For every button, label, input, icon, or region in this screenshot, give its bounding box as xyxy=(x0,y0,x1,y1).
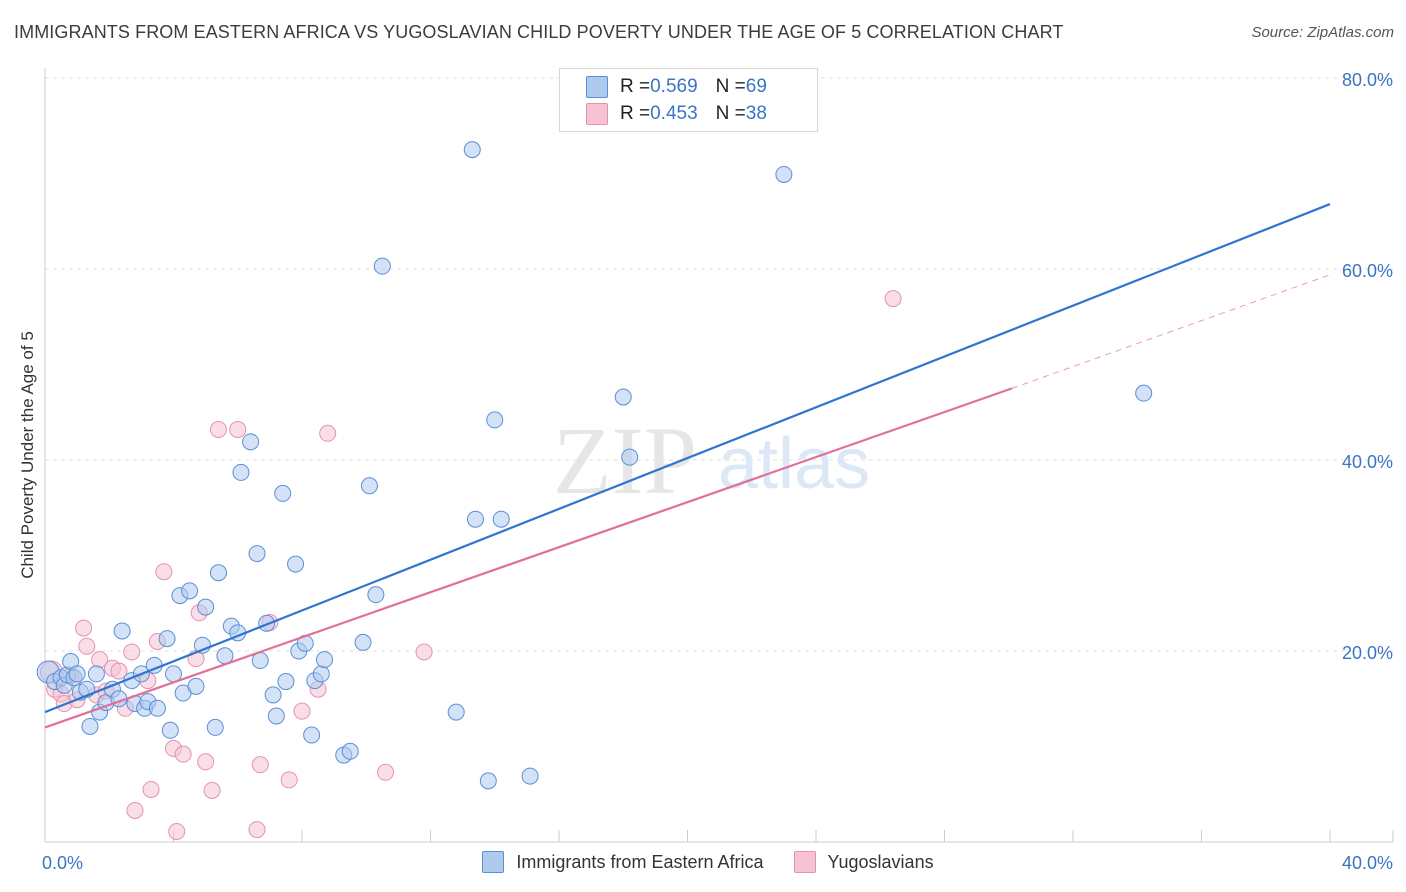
data-point xyxy=(466,510,484,528)
data-point xyxy=(354,633,372,651)
data-point xyxy=(248,545,266,563)
data-point xyxy=(248,821,266,839)
data-point xyxy=(312,665,330,683)
data-point xyxy=(360,477,378,495)
data-point xyxy=(203,781,221,799)
data-point xyxy=(197,753,215,771)
grid-lines xyxy=(45,77,1393,652)
trend-line xyxy=(44,203,1331,714)
data-point xyxy=(123,643,141,661)
tick-labels: 0.0% 40.0% 20.0% 40.0% 60.0% 80.0% xyxy=(42,70,1393,873)
data-point xyxy=(319,424,337,442)
data-point xyxy=(209,564,227,582)
legend-item-yugoslavians[interactable]: Yugoslavians xyxy=(793,851,934,873)
axes xyxy=(44,68,1394,843)
stats-legend-row-pink: R = 0.453 N = 38 xyxy=(586,102,767,126)
data-point xyxy=(181,582,199,600)
data-point xyxy=(148,699,166,717)
data-point xyxy=(447,703,465,721)
data-point xyxy=(479,772,497,790)
data-point xyxy=(267,707,285,725)
data-point xyxy=(775,165,793,183)
trend-line xyxy=(44,387,1013,729)
data-point xyxy=(287,555,305,573)
data-point xyxy=(209,420,227,438)
data-point xyxy=(174,745,192,763)
legend-label-blue: Immigrants from Eastern Africa xyxy=(516,851,764,872)
data-point xyxy=(187,677,205,695)
data-point xyxy=(415,643,433,661)
data-point xyxy=(206,718,224,736)
data-point xyxy=(373,257,391,275)
data-point xyxy=(75,619,93,637)
data-point xyxy=(280,771,298,789)
y-tick-label: 80.0% xyxy=(1342,70,1393,90)
data-point xyxy=(87,665,105,683)
n-value-pink: 38 xyxy=(745,103,767,124)
chart-source: Source: ZipAtlas.com xyxy=(1251,24,1394,41)
r-label: R = xyxy=(620,76,651,97)
n-label: N = xyxy=(715,76,746,97)
x-tick-label-min: 0.0% xyxy=(42,853,83,873)
y-tick-label: 60.0% xyxy=(1342,261,1393,281)
series-immigrants-from-eastern-africa xyxy=(36,141,1153,790)
data-point xyxy=(614,388,632,406)
series-legend: Immigrants from Eastern Africa Yugoslavi… xyxy=(0,851,1406,873)
stats-legend-row-blue: R = 0.569 N = 69 xyxy=(586,75,767,99)
data-point xyxy=(303,726,321,744)
chart-title: IMMIGRANTS FROM EASTERN AFRICA VS YUGOSL… xyxy=(14,22,1064,42)
legend-swatch-blue xyxy=(482,851,505,873)
data-point xyxy=(264,686,282,704)
n-label: N = xyxy=(715,103,746,124)
legend-swatch-blue xyxy=(586,76,608,98)
data-point xyxy=(68,665,86,683)
data-point xyxy=(126,801,144,819)
r-value-blue: 0.569 xyxy=(650,76,698,97)
data-point xyxy=(377,763,395,781)
trend-lines xyxy=(44,203,1331,729)
r-label: R = xyxy=(620,103,651,124)
data-point xyxy=(486,411,504,429)
y-tick-label: 20.0% xyxy=(1342,643,1393,663)
data-point xyxy=(113,622,131,640)
data-point xyxy=(1135,384,1153,402)
data-point xyxy=(197,598,215,616)
x-tick-label-max: 40.0% xyxy=(1342,853,1393,873)
y-tick-label: 40.0% xyxy=(1342,452,1393,472)
stats-legend: R = 0.569 N = 69 R = 0.453 N = 38 xyxy=(559,68,818,132)
n-value-blue: 69 xyxy=(745,76,767,97)
data-point xyxy=(81,717,99,735)
data-point xyxy=(110,662,128,680)
data-point xyxy=(521,767,539,785)
data-point xyxy=(168,822,186,840)
data-point xyxy=(315,651,333,669)
data-point xyxy=(463,141,481,159)
data-point xyxy=(251,756,269,774)
data-point xyxy=(367,586,385,604)
data-point xyxy=(492,510,510,528)
data-point xyxy=(293,702,311,720)
data-point xyxy=(158,630,176,648)
legend-swatch-pink xyxy=(793,851,816,873)
legend-label-pink: Yugoslavians xyxy=(827,851,934,872)
data-point xyxy=(161,721,179,739)
series-yugoslavians xyxy=(39,290,902,840)
legend-item-immigrants-from-eastern-africa[interactable]: Immigrants from Eastern Africa xyxy=(482,851,764,873)
trend-line-extension xyxy=(1011,274,1331,389)
data-point xyxy=(78,637,96,655)
data-point xyxy=(229,420,247,438)
r-value-pink: 0.453 xyxy=(650,103,698,124)
data-point xyxy=(274,484,292,502)
data-point xyxy=(621,448,639,466)
data-point xyxy=(341,742,359,760)
data-point xyxy=(884,290,902,308)
data-point xyxy=(277,673,295,691)
data-point xyxy=(232,463,250,481)
legend-swatch-pink xyxy=(586,103,608,125)
data-point xyxy=(155,563,173,581)
data-point xyxy=(242,433,260,451)
data-point xyxy=(142,780,160,798)
